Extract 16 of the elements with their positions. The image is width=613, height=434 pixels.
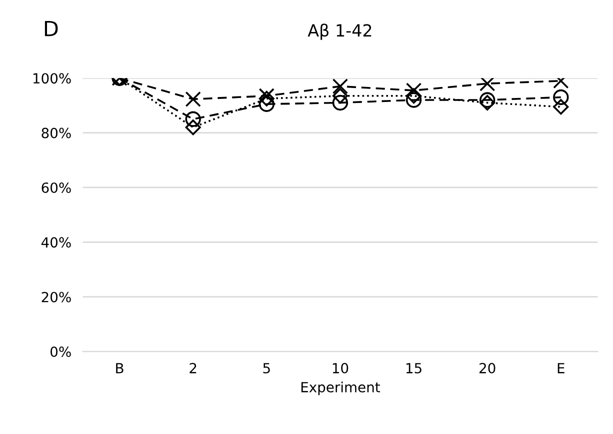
y-tick-label: 80% (42, 128, 71, 138)
x-tick-label: 15 (406, 363, 422, 374)
y-tick-label: 100% (33, 73, 71, 84)
y-tick-label: 0% (50, 346, 71, 358)
x-tick-label: 5 (263, 363, 270, 374)
x-tick-label: B (116, 363, 124, 374)
y-tick-label: 40% (41, 237, 71, 248)
x-tick-label: 20 (480, 362, 496, 374)
y-tick-label: 60% (42, 182, 71, 193)
text: D (44, 20, 58, 36)
chart-title: Aβ 1-42 (308, 24, 372, 40)
x-axis-title: Experiment (301, 382, 380, 396)
x-tick-label: 2 (190, 362, 196, 374)
x-tick-label: 10 (332, 362, 348, 374)
y-tick-label: 20% (42, 292, 71, 302)
x-tick-label: E (558, 363, 564, 374)
